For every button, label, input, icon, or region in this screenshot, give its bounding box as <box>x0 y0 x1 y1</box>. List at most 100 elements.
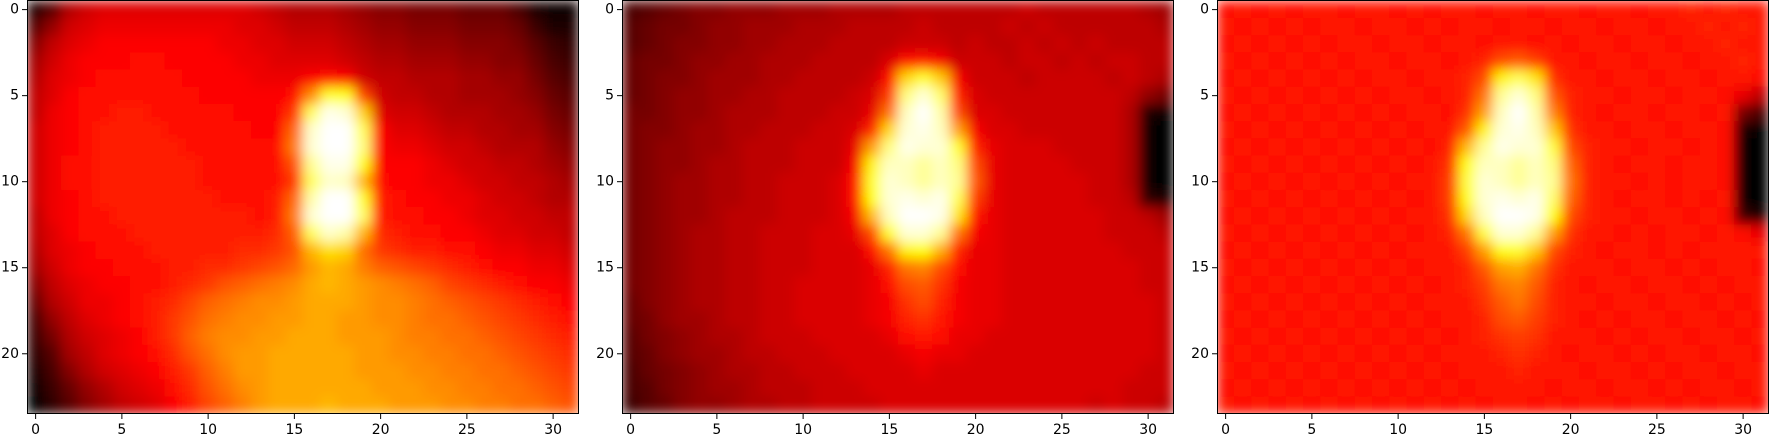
heat-cell <box>1087 138 1106 157</box>
heat-cell <box>285 138 304 157</box>
heat-cell <box>1406 241 1425 260</box>
heat-cell <box>742 327 761 346</box>
heat-cell <box>302 1 321 19</box>
heat-cell <box>1018 207 1037 226</box>
heat-cell <box>1544 207 1563 226</box>
heat-cell <box>880 310 899 329</box>
heat-cell <box>268 1 287 19</box>
heat-cell <box>1018 138 1037 157</box>
heat-cell <box>1561 172 1580 191</box>
heat-cell <box>1035 310 1054 329</box>
heat-cell <box>457 241 476 260</box>
heat-cell <box>966 327 985 346</box>
heat-cell <box>1544 327 1563 346</box>
heat-cell <box>1734 224 1753 243</box>
heat-cell <box>1423 17 1442 36</box>
heat-cell <box>561 138 579 157</box>
heat-cell <box>112 1 131 19</box>
heat-cell <box>302 224 321 243</box>
heat-cell <box>1578 121 1597 139</box>
heat-cell <box>43 276 62 294</box>
heat-cell <box>1492 69 1511 88</box>
heat-cell <box>1104 396 1123 414</box>
heat-cell <box>1121 310 1140 329</box>
heat-cell <box>1509 224 1528 243</box>
heat-cell <box>794 52 813 71</box>
heat-cell <box>811 207 830 226</box>
heat-cell <box>1001 293 1020 312</box>
heat-cell <box>1035 241 1054 260</box>
heat-cell <box>759 207 778 226</box>
heat-cell <box>638 293 657 312</box>
heat-cell <box>811 327 830 346</box>
heat-cell <box>406 327 425 346</box>
heat-cell <box>337 396 356 414</box>
heat-cell <box>725 35 744 53</box>
heat-cell <box>1001 138 1020 157</box>
heat-cell <box>1121 155 1140 174</box>
heat-cell <box>1070 224 1089 243</box>
heat-cell <box>354 310 373 329</box>
heat-cell <box>897 241 916 260</box>
heat-cell <box>544 69 563 88</box>
heat-cell <box>1578 379 1597 398</box>
heat-cell <box>622 52 640 71</box>
heat-cell <box>423 52 442 71</box>
heat-cell <box>1217 69 1235 88</box>
heat-cell <box>707 207 726 226</box>
heat-cell <box>863 258 882 277</box>
heat-cell <box>199 138 218 157</box>
heat-cell <box>725 310 744 329</box>
heat-cell <box>1371 35 1390 53</box>
heat-cell <box>147 138 166 157</box>
heat-cell <box>1104 241 1123 260</box>
heat-cell <box>1052 138 1071 157</box>
heat-cell <box>1440 35 1459 53</box>
heat-cell <box>776 258 795 277</box>
heat-cell <box>742 138 761 157</box>
heat-cell <box>371 189 390 208</box>
heat-cell <box>1087 17 1106 36</box>
heat-cell <box>27 293 45 312</box>
heat-cell <box>1406 1 1425 19</box>
heat-cell <box>1665 327 1684 346</box>
heat-cell <box>164 241 183 260</box>
heat-cell <box>1406 224 1425 243</box>
heat-cell <box>61 35 80 53</box>
heat-cell <box>1320 1 1339 19</box>
heat-cell <box>1406 138 1425 157</box>
y-tick-label: 15 <box>1 260 19 276</box>
heat-cell <box>354 86 373 105</box>
heat-cell <box>216 17 235 36</box>
heat-cell <box>1018 172 1037 191</box>
heat-cell <box>406 310 425 329</box>
heat-cell <box>1302 344 1321 363</box>
heat-cell <box>1440 224 1459 243</box>
heat-cell <box>43 121 62 139</box>
heat-cell <box>1285 172 1304 191</box>
heat-cell <box>1630 327 1649 346</box>
heat-cell <box>1285 138 1304 157</box>
heat-cell <box>1233 138 1252 157</box>
heat-cell <box>457 379 476 398</box>
heat-cell <box>863 155 882 174</box>
heat-cell <box>526 207 545 226</box>
heat-cell <box>319 103 338 122</box>
heat-cell <box>1734 241 1753 260</box>
heat-cell <box>1630 207 1649 226</box>
heat-cell <box>983 103 1002 122</box>
heat-cell <box>388 17 407 36</box>
heat-cell <box>423 69 442 88</box>
heat-cell <box>811 189 830 208</box>
heat-cell <box>1475 396 1494 414</box>
heat-cell <box>1630 224 1649 243</box>
heat-cell <box>406 207 425 226</box>
heat-cell <box>95 362 114 380</box>
heat-cell <box>759 69 778 88</box>
heat-cell <box>707 224 726 243</box>
heat-cell <box>1613 293 1632 312</box>
heat-cell <box>1458 224 1477 243</box>
x-tick-label: 30 <box>1734 422 1752 438</box>
heat-cell <box>1354 396 1373 414</box>
heat-cell <box>1320 138 1339 157</box>
